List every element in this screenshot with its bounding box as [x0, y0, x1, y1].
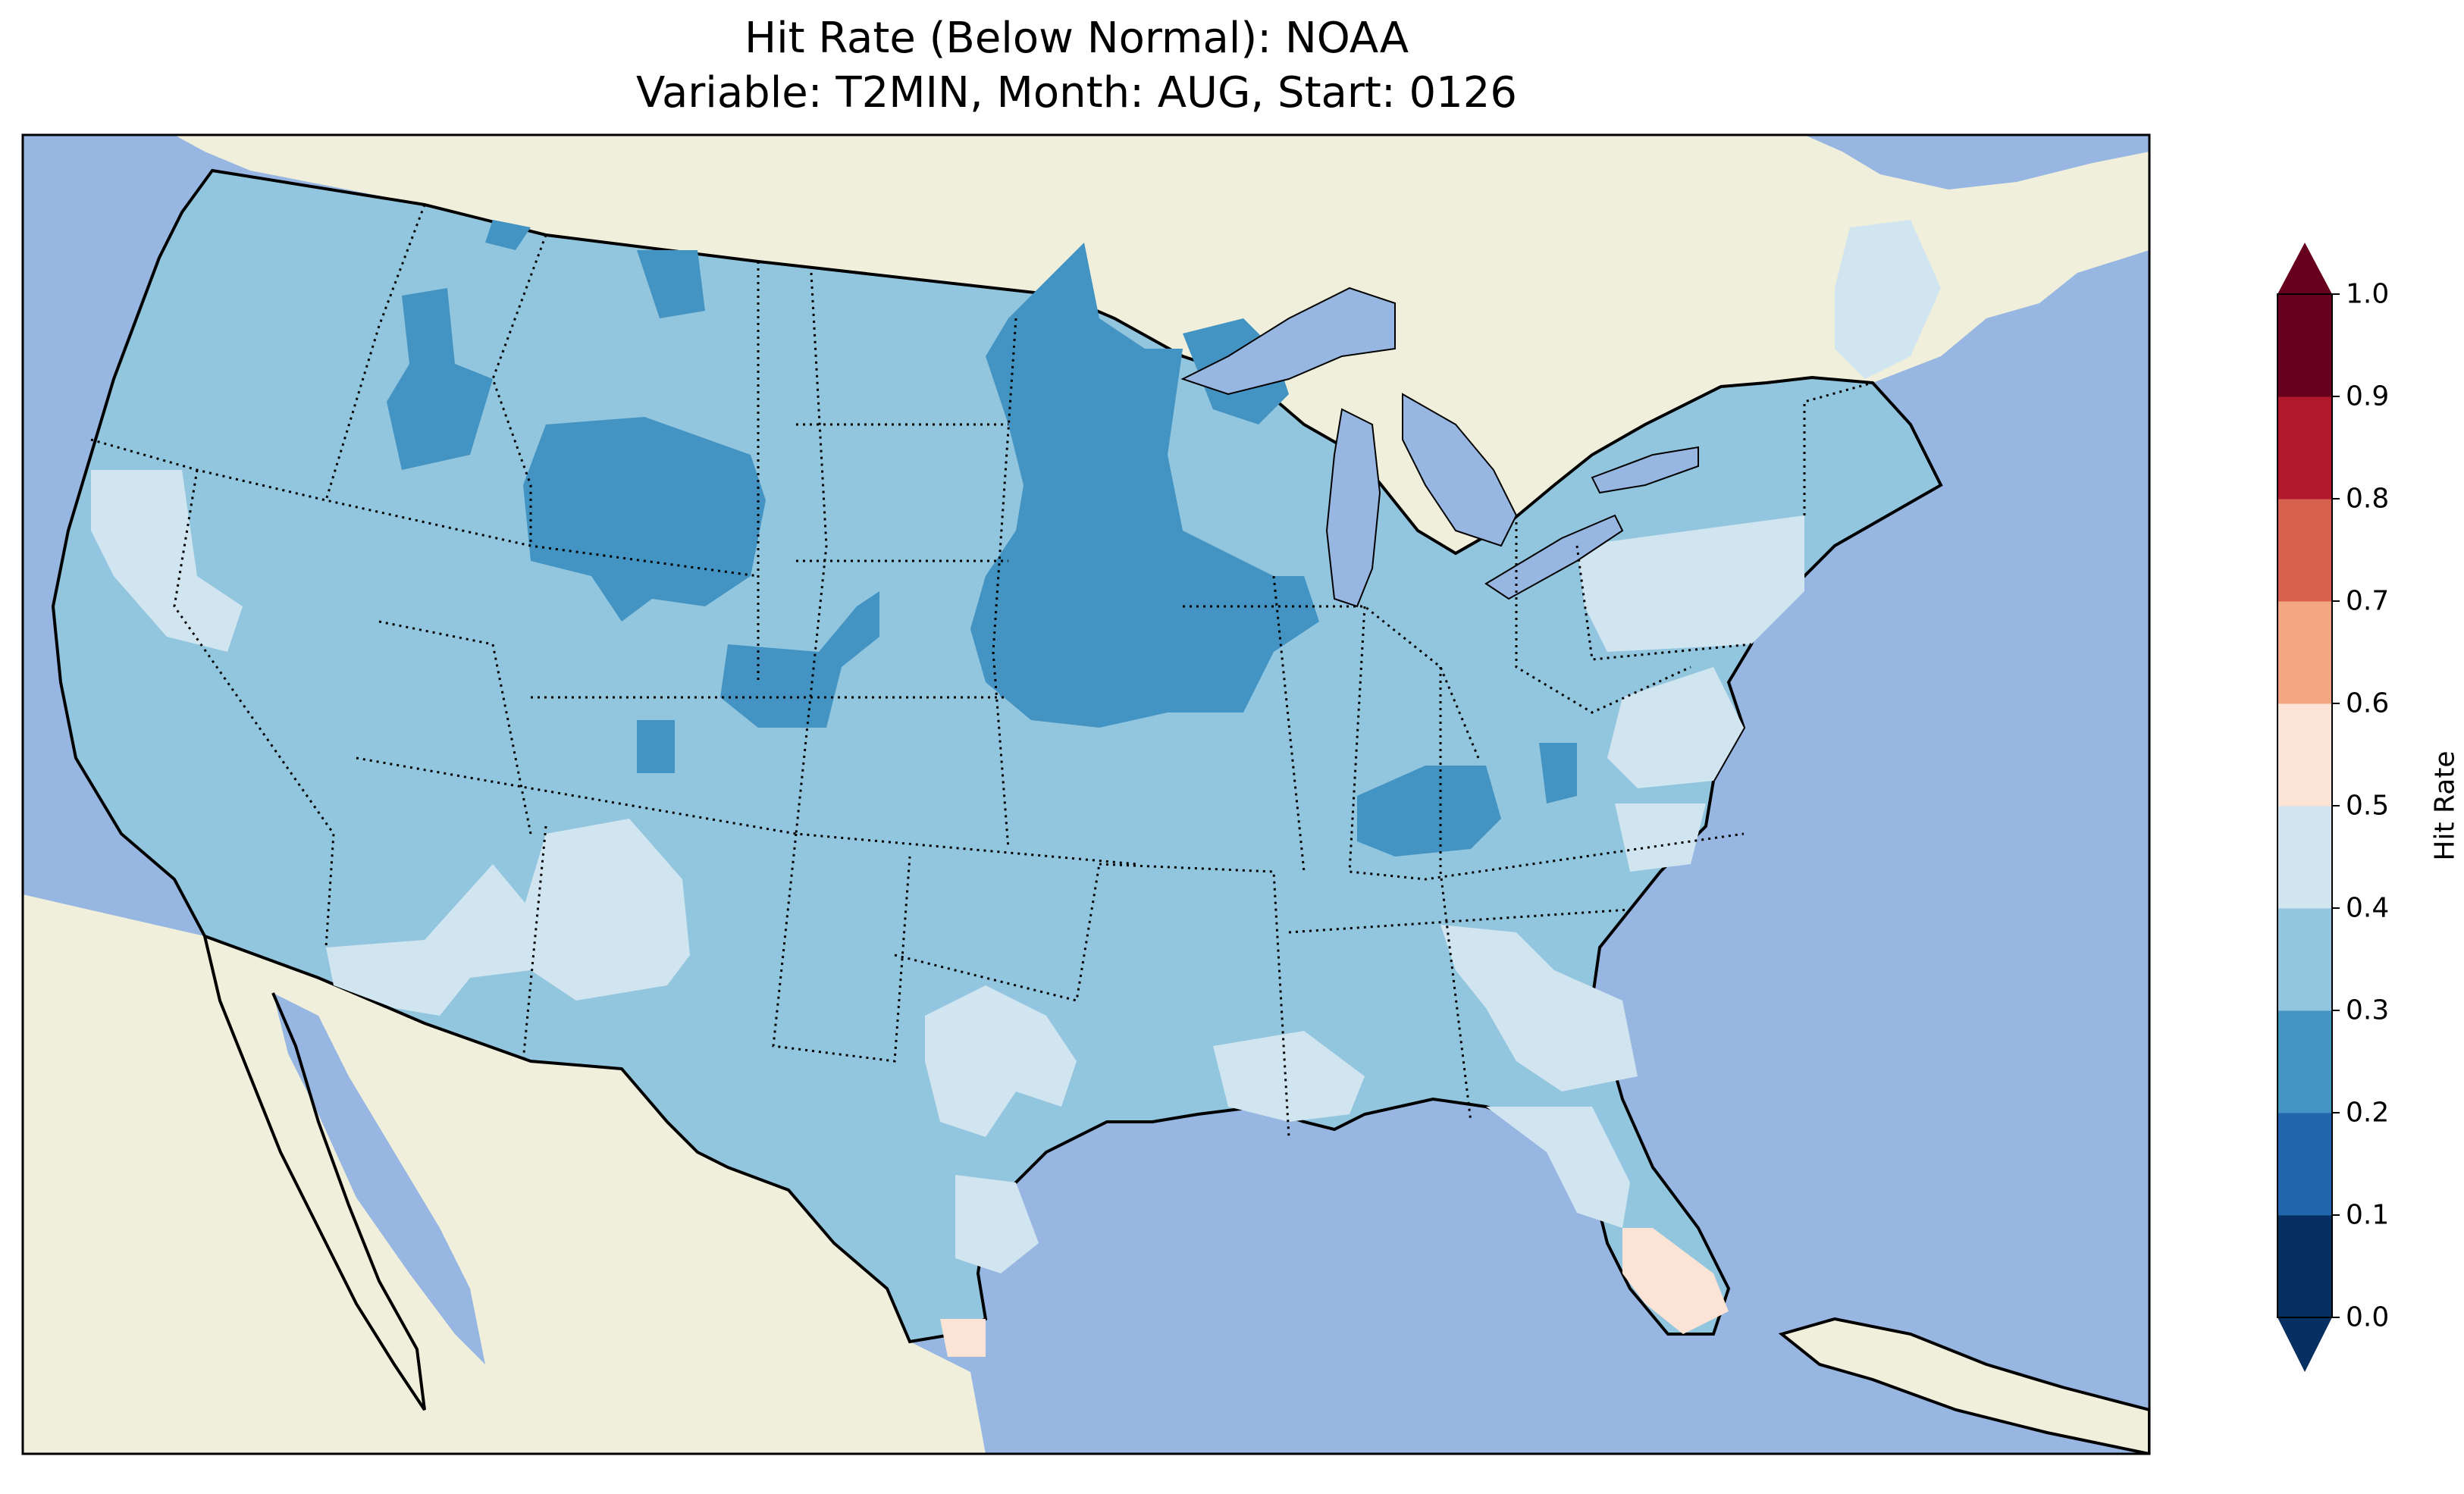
lake-huron: [1402, 393, 1518, 547]
colorbar-bin: [2277, 499, 2332, 602]
colorbar-over-arrow: [2277, 243, 2332, 294]
region-kentucky: [1357, 743, 1577, 857]
colorbar: 0.0 0.1 0.2 0.3 0.4 0.5 0.6 0.7 0.8 0.9 1.0 Hit Ra…: [2277, 243, 2461, 1372]
colorbar-label: Hit Rate: [2430, 750, 2461, 860]
map-frame: [21, 133, 2151, 1455]
conus-land: [51, 168, 1943, 1344]
chart-title-line1: Hit Rate (Below Normal): NOAA: [744, 14, 1409, 63]
colorbar-tick-label: 0.3: [2346, 995, 2389, 1026]
cuba-land: [1778, 1317, 2149, 1454]
region-arizona-nm: [326, 864, 531, 1016]
region-montana-north: [485, 220, 705, 318]
lake-ontario: [1591, 446, 1699, 494]
chart-title-line2: Variable: T2MIN, Month: AUG, Start: 0126: [635, 68, 1518, 117]
region-pennsylvania-ny: [1577, 515, 1804, 652]
colorbar-tick-label: 0.0: [2346, 1302, 2389, 1333]
region-utah: [523, 819, 690, 1001]
state-boundaries: [90, 204, 1873, 1138]
region-wyoming: [523, 417, 766, 622]
colorbar-bin: [2277, 294, 2332, 397]
colorbar-under-arrow: [2277, 1317, 2332, 1372]
colorbar-bin: [2277, 396, 2332, 500]
region-colorado-north: [637, 591, 879, 773]
region-north-florida: [1486, 1107, 1630, 1228]
colorbar-tick-label: 0.5: [2346, 791, 2389, 822]
colorbar-bin: [2277, 1010, 2332, 1113]
region-iowa-nebraska: [970, 531, 1183, 697]
mexico-land: [23, 894, 986, 1454]
colorbar-tick-label: 0.9: [2346, 381, 2389, 412]
baja-coastline: [203, 935, 426, 1411]
colorbar-bin: [2277, 908, 2332, 1011]
colorbar-tick-label: 0.6: [2346, 688, 2389, 719]
colorbar-bin: [2277, 806, 2332, 909]
lake-superior: [1180, 287, 1396, 396]
region-georgia-alabama: [1440, 925, 1638, 1092]
region-louisiana-mississippi: [1213, 1031, 1365, 1122]
colorbar-bin: [2277, 601, 2332, 704]
region-west-texas: [925, 985, 1077, 1273]
lake-erie: [1484, 514, 1624, 600]
colorbar-tick-label: 0.8: [2346, 484, 2389, 515]
region-south-texas-tip: [940, 1319, 986, 1357]
colorbar-bin: [2277, 1215, 2332, 1318]
colorbar-tick-label: 0.7: [2346, 586, 2389, 617]
colorbar-tick-label: 1.0: [2346, 279, 2389, 310]
gulf-of-california: [273, 993, 485, 1364]
region-virginia-maryland: [1607, 667, 1744, 788]
colorbar-bin: [2277, 703, 2332, 807]
region-carolinas: [1615, 803, 1706, 872]
colorbar-tick-label: 0.4: [2346, 893, 2389, 924]
region-maine-vermont: [1835, 220, 1941, 379]
region-south-florida: [1622, 1228, 1729, 1334]
lake-michigan: [1325, 408, 1381, 608]
colorbar-bin: [2277, 1113, 2332, 1216]
region-california-coast: [91, 470, 243, 652]
region-idaho: [387, 288, 493, 470]
colorbar-tick-label: 0.2: [2346, 1098, 2389, 1129]
great-lakes: [1180, 287, 1699, 608]
colorbar-tick-label: 0.1: [2346, 1200, 2389, 1231]
